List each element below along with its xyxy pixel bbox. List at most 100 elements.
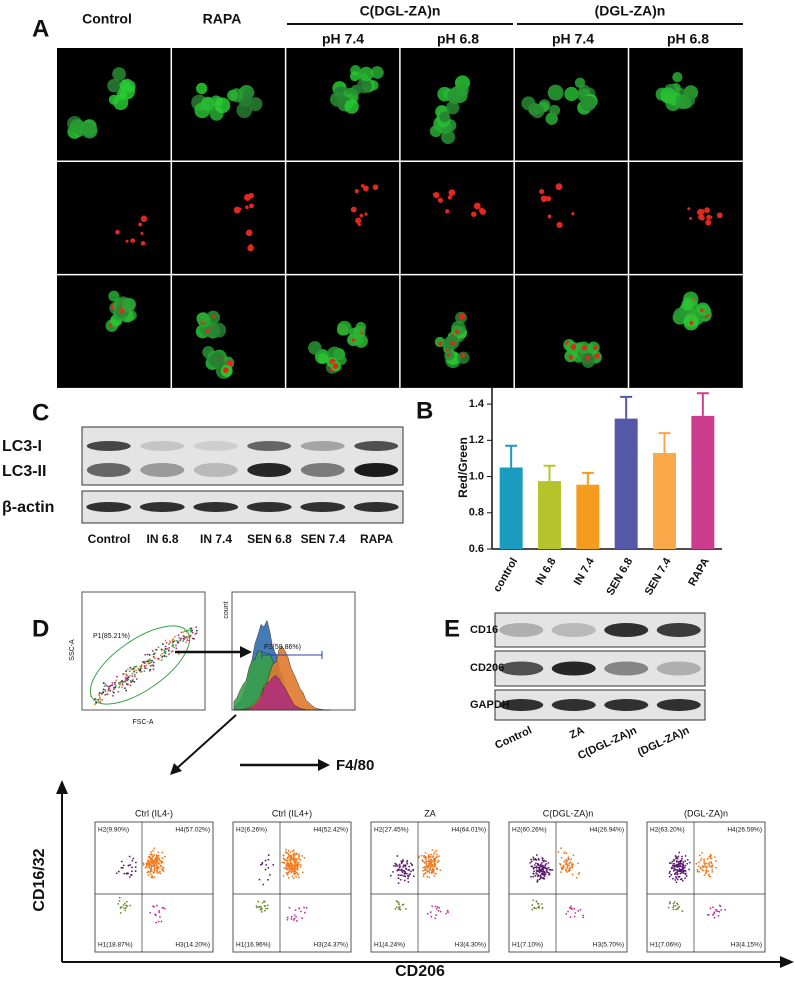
event [543,877,546,880]
event [684,877,686,880]
event [132,668,134,671]
event [121,866,124,869]
event [295,858,298,860]
event [681,863,683,865]
event [672,906,674,909]
error-bar [658,432,671,454]
event [684,870,686,872]
cell [675,94,691,110]
micrograph [105,290,137,333]
event [399,869,401,872]
puncta [248,244,254,249]
event [563,860,566,863]
band [656,661,701,676]
event [428,870,431,873]
event [156,858,158,860]
event [394,865,397,868]
event [293,917,296,920]
puncta [130,238,136,244]
cell [349,71,360,82]
event [187,629,190,632]
event [98,691,101,694]
band [193,441,238,451]
event [169,642,172,644]
event [122,864,125,867]
event [400,860,403,863]
event [672,908,675,911]
event [164,645,167,648]
micrograph [563,339,602,368]
quadrant-label: H3(4.30%) [455,942,486,949]
event [535,862,537,865]
event [430,858,432,861]
event [101,698,104,701]
plot-title: (DGL-ZA)n [684,808,728,818]
event [287,865,290,867]
event [165,647,168,650]
event [163,649,166,652]
event [294,870,297,873]
event [427,855,430,858]
event [150,661,153,664]
event [408,865,411,868]
event [116,675,118,678]
event [152,668,155,671]
event [127,864,130,867]
error-bar [581,471,594,485]
event [291,875,294,878]
event [122,680,125,683]
event [718,910,721,913]
band [140,441,185,451]
cell [349,327,361,339]
event [533,870,535,873]
event [125,689,128,692]
plot-title: Ctrl (IL4-) [135,808,173,818]
event [396,855,399,857]
event [145,664,148,667]
quadrant-label: H2(27.45%) [374,827,409,834]
event [703,858,705,861]
event [535,865,538,868]
event [686,862,689,865]
event [301,855,304,857]
event [568,864,570,867]
event [159,654,162,657]
event [674,873,676,876]
event [149,853,151,856]
event [696,868,699,871]
event [425,862,428,865]
event [129,674,131,677]
event [669,870,671,873]
event [686,858,689,861]
event [537,875,539,878]
event [711,870,714,873]
event [532,867,535,870]
event [679,862,682,865]
event [135,669,138,672]
event [189,627,192,630]
event [565,867,568,870]
x-tick-label: SEN 6.8 [604,556,635,597]
event [293,854,296,857]
event [688,861,691,864]
event [395,863,397,866]
event [303,911,306,914]
event [676,878,679,881]
event [582,916,585,919]
event [152,864,155,867]
event [120,686,123,689]
event [710,865,713,867]
event [681,855,683,858]
event [98,696,101,699]
puncta [687,207,691,211]
event [538,868,541,871]
event [258,878,261,881]
error-bar [505,444,518,468]
puncta [245,194,250,199]
event [683,866,686,869]
error-bar [543,464,556,482]
event [545,869,548,872]
event [126,872,128,875]
error-bar [620,395,633,419]
event [173,646,176,649]
